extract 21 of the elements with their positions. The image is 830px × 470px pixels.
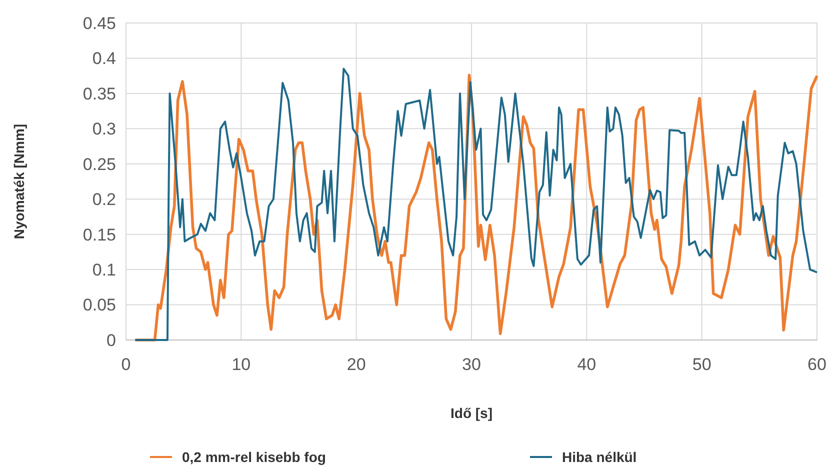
y-tick-label: 0 — [106, 330, 116, 350]
y-tick-label: 0.15 — [82, 225, 116, 244]
y-tick-label: 0.1 — [92, 260, 116, 280]
x-tick-label: 0 — [121, 355, 131, 374]
y-tick-label: 0.45 — [82, 14, 116, 33]
legend-label: 0,2 mm-rel kisebb fog — [182, 449, 326, 465]
y-axis-title: Nyomaték [Nmm] — [11, 124, 27, 240]
y-tick-label: 0.05 — [82, 296, 116, 315]
x-tick-label: 60 — [808, 355, 826, 374]
y-tick-label: 0.2 — [92, 190, 116, 210]
x-tick-label: 50 — [692, 355, 712, 374]
legend-label: Hiba nélkül — [562, 449, 637, 465]
y-tick-label: 0.3 — [92, 120, 116, 139]
y-tick-label: 0.25 — [82, 154, 116, 174]
x-tick-label: 20 — [346, 355, 366, 374]
x-tick-label: 40 — [577, 355, 596, 374]
y-tick-label: 0.35 — [82, 84, 116, 104]
y-tick-label: 0.4 — [92, 49, 116, 68]
x-tick-label: 10 — [232, 355, 251, 374]
x-axis-title: Idő [s] — [450, 405, 492, 421]
x-tick-label: 30 — [462, 355, 481, 374]
